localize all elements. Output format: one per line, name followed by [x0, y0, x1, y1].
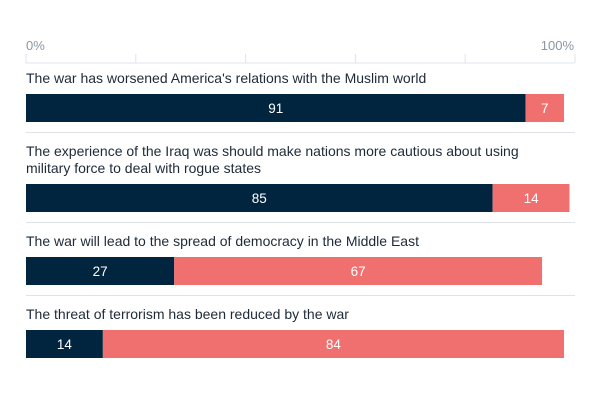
chart-row-0: The war has worsened America's relations…: [26, 70, 575, 133]
chart-row-1: The experience of the Iraq was should ma…: [26, 143, 575, 223]
category-label: The war has worsened America's relations…: [26, 70, 426, 86]
chart-row-3: The threat of terrorism has been reduced…: [26, 306, 565, 358]
bar-segment-series-2: [492, 184, 570, 212]
data-label: 91: [268, 101, 283, 116]
data-label: 85: [252, 191, 267, 206]
bar-segment-series-1: [26, 330, 103, 358]
bar-segment-series-2: [102, 330, 565, 358]
bar-segment-series-2: [525, 94, 565, 122]
x-axis: 0% 100%: [26, 38, 574, 53]
data-label: 84: [326, 337, 342, 352]
bar-segment-series-2: [174, 257, 543, 285]
data-label: 14: [57, 337, 73, 352]
category-label: military force to deal with rogue states: [26, 160, 261, 176]
bar-segment-series-1: [26, 184, 493, 212]
category-label: The threat of terrorism has been reduced…: [26, 306, 349, 322]
chart-row-2: The war will lead to the spread of democ…: [26, 233, 575, 296]
category-label: The war will lead to the spread of democ…: [26, 233, 419, 249]
x-tick-label-100: 100%: [541, 38, 575, 53]
gridlines: [25, 54, 576, 64]
bar-segment-series-1: [26, 257, 175, 285]
x-tick-label-0: 0%: [26, 38, 45, 53]
data-label: 27: [93, 264, 108, 279]
bar-segment-series-1: [26, 94, 526, 122]
data-label: 67: [351, 264, 366, 279]
data-label: 7: [541, 101, 549, 116]
data-label: 14: [524, 191, 540, 206]
chart-rows: The war has worsened America's relations…: [26, 70, 575, 358]
category-label: The experience of the Iraq was should ma…: [26, 143, 519, 159]
